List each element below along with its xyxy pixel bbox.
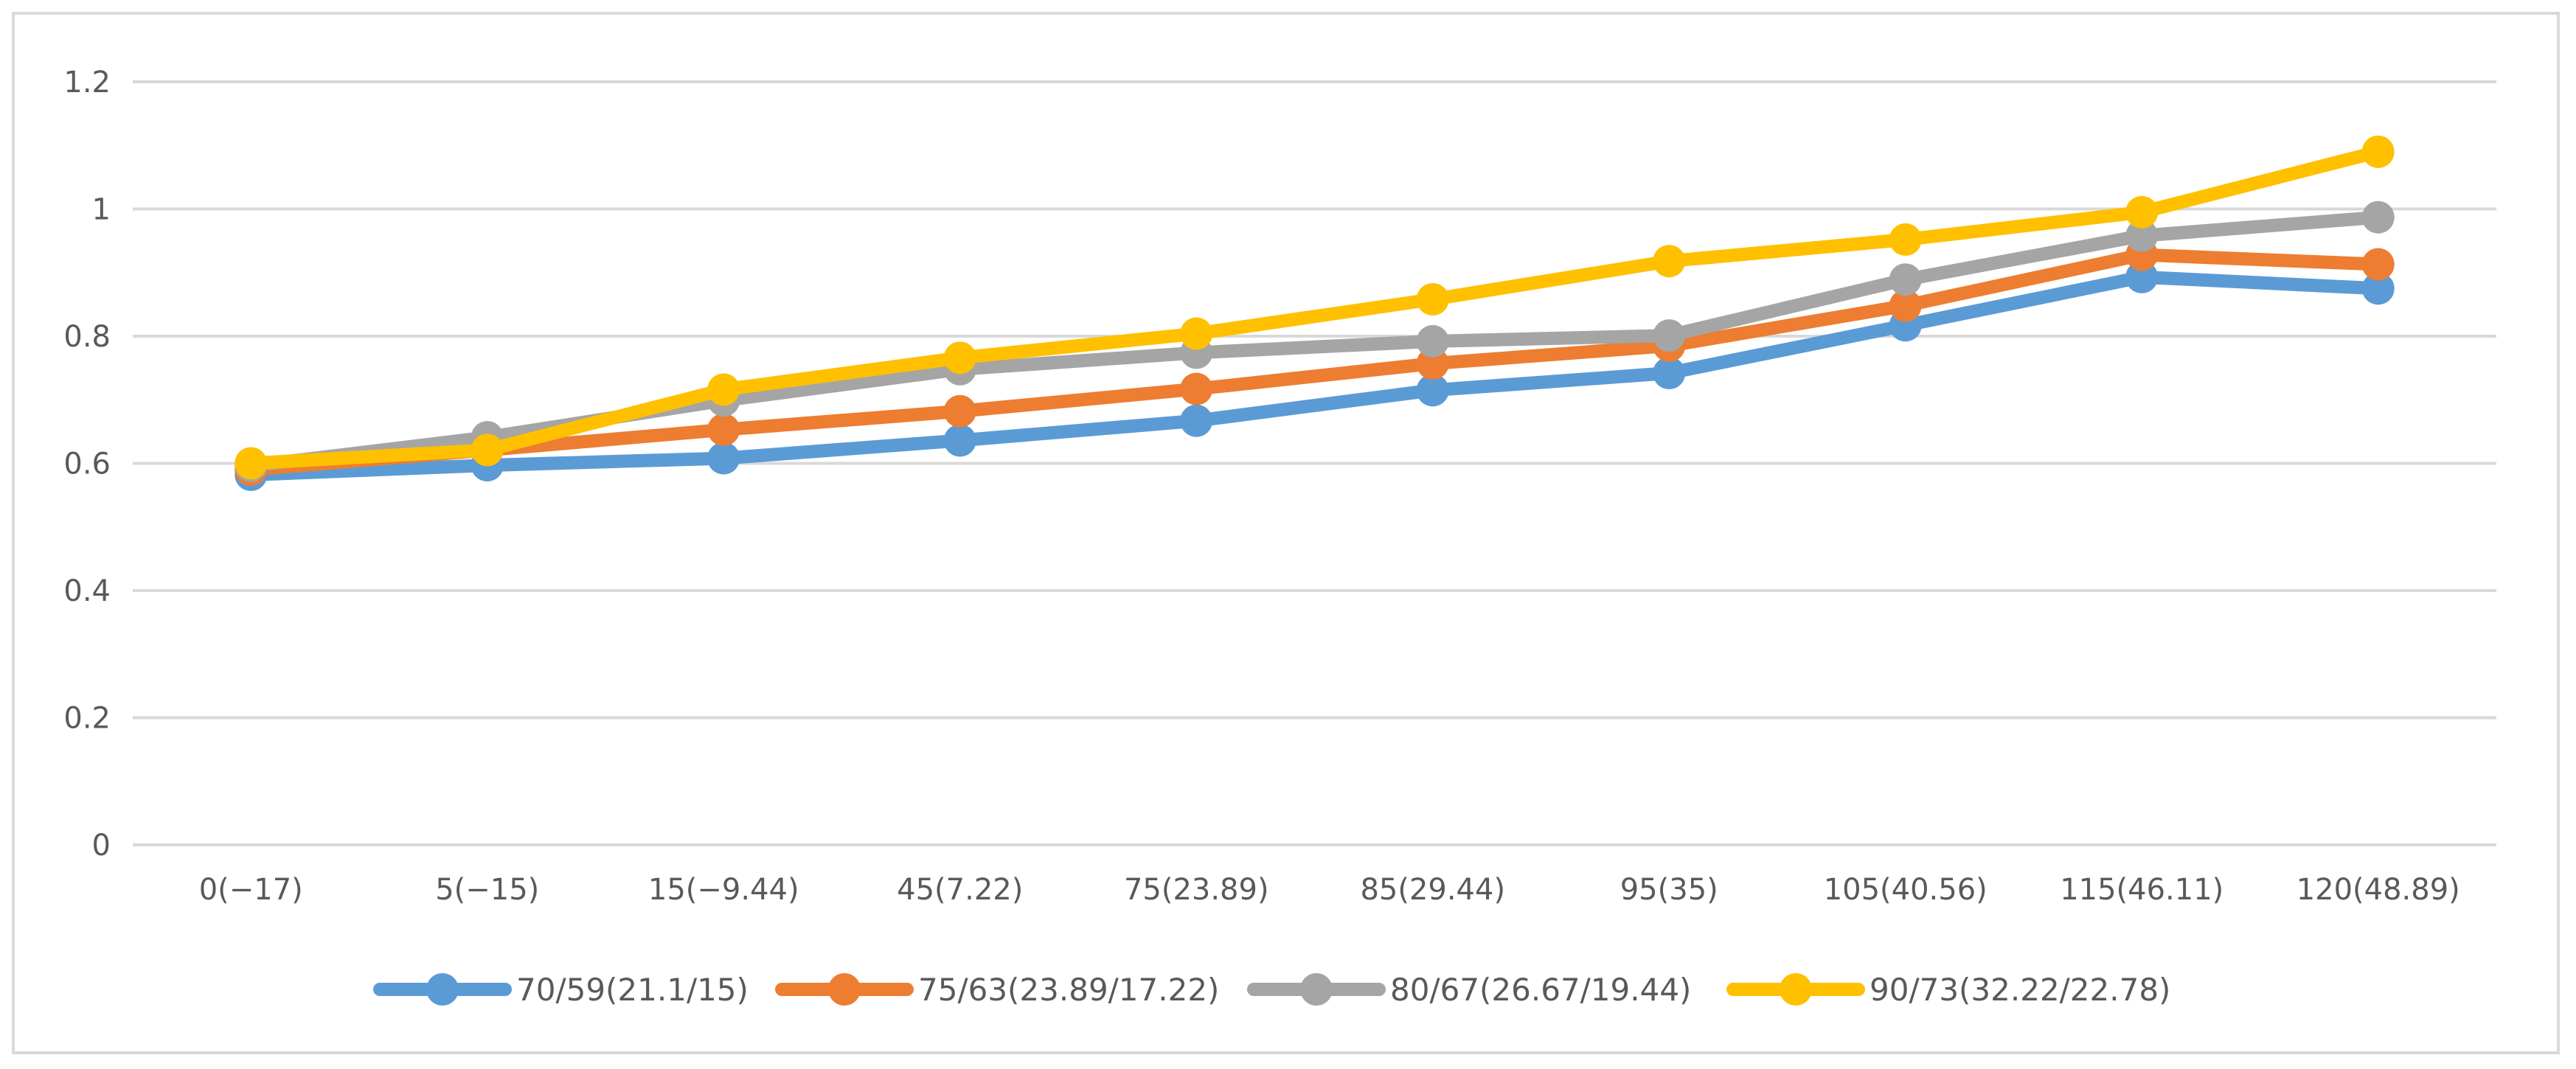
legend-label: 80/67(26.67/19.44)	[1390, 972, 1691, 1008]
legend-entry: 80/67(26.67/19.44)	[1247, 972, 1691, 1008]
data-point	[2125, 195, 2159, 229]
series-2	[235, 238, 2395, 487]
data-point	[1653, 319, 1686, 352]
legend-swatch-marker	[1300, 973, 1333, 1006]
data-point	[943, 341, 976, 375]
data-point	[1889, 289, 1922, 322]
data-point	[1416, 374, 1449, 407]
series-lines	[235, 135, 2395, 492]
y-tick-label: 0	[92, 829, 111, 863]
x-tick-label: 45(7.22)	[897, 873, 1023, 907]
legend-label: 75/63(23.89/17.22)	[918, 972, 1219, 1008]
y-tick-label: 0.8	[63, 320, 111, 354]
x-tick-label: 0(−17)	[199, 873, 303, 907]
x-tick-label: 15(−9.44)	[648, 873, 799, 907]
x-tick-label: 95(35)	[1620, 873, 1718, 907]
data-point	[2361, 201, 2395, 234]
data-point	[2361, 135, 2395, 168]
x-tick-label: 115(46.11)	[2060, 873, 2223, 907]
data-point	[943, 424, 976, 457]
data-point	[1653, 357, 1686, 390]
data-point	[707, 442, 740, 475]
x-tick-label: 75(23.89)	[1124, 873, 1269, 907]
legend-swatch-marker	[1780, 973, 1812, 1006]
series-4	[235, 135, 2395, 480]
line-chart: 0 0.2 0.4 0.6 0.8 1 1.2 0(−17) 5(−15) 15(−9.44) 4…	[63, 66, 2496, 1008]
data-point	[471, 433, 504, 467]
x-tick-label: 120(48.89)	[2296, 873, 2460, 907]
legend-entry: 75/63(23.89/17.22)	[775, 972, 1219, 1008]
data-point	[1416, 347, 1449, 380]
y-tick-label: 0.6	[63, 448, 111, 481]
data-point	[1416, 282, 1449, 316]
data-point	[1180, 317, 1213, 350]
data-point	[707, 373, 740, 406]
data-point	[2125, 219, 2159, 252]
x-tick-label: 105(40.56)	[1824, 873, 1987, 907]
y-tick-label: 0.4	[63, 574, 111, 608]
x-tick-label: 5(−15)	[435, 873, 539, 907]
legend-label: 70/59(21.1/15)	[516, 972, 749, 1008]
data-point	[2361, 272, 2395, 305]
series-line	[244, 144, 2385, 470]
data-point	[2361, 248, 2395, 281]
data-point	[1889, 223, 1922, 256]
x-tick-label: 85(29.44)	[1360, 873, 1505, 907]
legend-swatch-marker	[426, 973, 459, 1006]
y-axis-ticks: 0 0.2 0.4 0.6 0.8 1 1.2	[63, 66, 111, 863]
data-point	[235, 447, 268, 480]
chart-frame: 0 0.2 0.4 0.6 0.8 1 1.2 0(−17) 5(−15) 15(−9.44) 4…	[12, 12, 2560, 1054]
y-tick-label: 1	[92, 193, 111, 227]
legend-swatch-marker	[828, 973, 861, 1006]
y-tick-label: 0.2	[63, 702, 111, 736]
data-point	[707, 413, 740, 446]
x-axis-ticks: 0(−17) 5(−15) 15(−9.44) 45(7.22) 75(23.89) 85…	[199, 873, 2460, 907]
data-point	[1416, 324, 1449, 358]
legend: 70/59(21.1/15) 75/63(23.89/17.22) 80/67(26…	[373, 972, 2170, 1008]
series-line	[244, 270, 2385, 482]
legend-entry: 70/59(21.1/15)	[373, 972, 749, 1008]
data-point	[2125, 260, 2159, 293]
legend-entry: 90/73(32.22/22.78)	[1726, 972, 2170, 1008]
y-tick-label: 1.2	[63, 66, 111, 100]
data-point	[943, 394, 976, 428]
data-point	[1180, 372, 1213, 405]
legend-label: 90/73(32.22/22.78)	[1869, 972, 2170, 1008]
data-point	[1889, 263, 1922, 296]
data-point	[1653, 245, 1686, 278]
data-point	[1180, 404, 1213, 437]
series-1	[235, 260, 2395, 492]
series-line	[244, 248, 2385, 477]
